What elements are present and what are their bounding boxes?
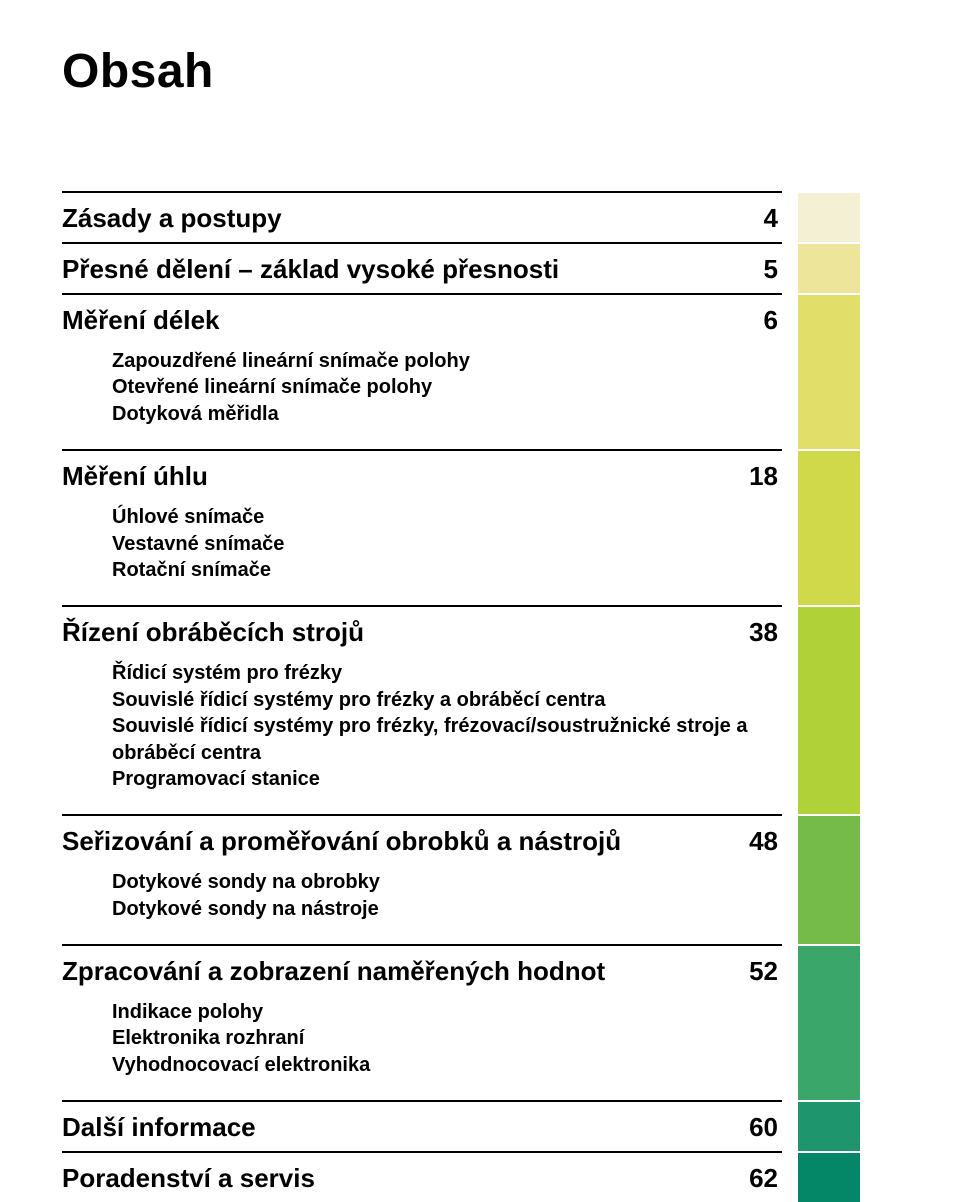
toc-section-page: 4 (764, 203, 778, 234)
color-chip (798, 946, 860, 1100)
table-of-contents: Zásady a postupy 4 Přesné dělení – zákla… (62, 191, 782, 1202)
page: Obsah Zásady a postupy 4 Přesné dělení –… (0, 0, 960, 1148)
color-chip (798, 244, 860, 293)
toc-section-head: Měření délek 6 (62, 295, 782, 344)
toc-section: Další informace 60 (62, 1100, 782, 1151)
color-chip (798, 1153, 860, 1202)
toc-sub-item: Úhlové snímače (112, 504, 782, 530)
toc-section-title: Zpracování a zobrazení naměřených hodnot (62, 956, 605, 987)
toc-section-title: Další informace (62, 1112, 256, 1143)
color-chip (798, 1102, 860, 1151)
toc-section: Poradenství a servis 62 (62, 1151, 782, 1202)
toc-section-page: 18 (749, 461, 778, 492)
toc-subs: Indikace polohy Elektronika rozhraní Vyh… (62, 995, 782, 1100)
toc-section-title: Poradenství a servis (62, 1163, 315, 1194)
toc-subs: Zapouzdřené lineární snímače polohy Otev… (62, 344, 782, 449)
toc-sub-item: Indikace polohy (112, 999, 782, 1025)
toc-section: Řízení obráběcích strojů 38 Řídicí systé… (62, 605, 782, 814)
toc-section-title: Měření délek (62, 305, 220, 336)
toc-section: Zpracování a zobrazení naměřených hodnot… (62, 944, 782, 1100)
toc-section-page: 6 (764, 305, 778, 336)
toc-sub-item: Dotykové sondy na obrobky (112, 869, 782, 895)
toc-section-page: 62 (749, 1163, 778, 1194)
toc-section-title: Řízení obráběcích strojů (62, 617, 364, 648)
toc-sub-item: Souvislé řídicí systémy pro frézky a obr… (112, 687, 782, 713)
toc-section-title: Zásady a postupy (62, 203, 282, 234)
toc-section-page: 48 (749, 826, 778, 857)
toc-subs: Dotykové sondy na obrobky Dotykové sondy… (62, 865, 782, 944)
toc-section-title: Přesné dělení – základ vysoké přesnosti (62, 254, 559, 285)
color-chip (798, 295, 860, 449)
color-chip (798, 816, 860, 944)
toc-section-page: 52 (749, 956, 778, 987)
toc-section: Měření úhlu 18 Úhlové snímače Vestavné s… (62, 449, 782, 605)
toc-section-page: 5 (764, 254, 778, 285)
color-chip (798, 451, 860, 605)
toc-section-head: Zpracování a zobrazení naměřených hodnot… (62, 946, 782, 995)
toc-section-head: Další informace 60 (62, 1102, 782, 1151)
color-chip (798, 193, 860, 242)
toc-section-head: Seřizování a proměřování obrobků a nástr… (62, 816, 782, 865)
toc-sub-item: Elektronika rozhraní (112, 1025, 782, 1051)
toc-section-head: Řízení obráběcích strojů 38 (62, 607, 782, 656)
color-chip (798, 607, 860, 814)
toc-section-page: 38 (749, 617, 778, 648)
toc-section: Měření délek 6 Zapouzdřené lineární sním… (62, 293, 782, 449)
toc-sub-item: Rotační snímače (112, 557, 782, 583)
toc-section: Seřizování a proměřování obrobků a nástr… (62, 814, 782, 944)
toc-sub-item: Řídicí systém pro frézky (112, 660, 782, 686)
toc-sub-item: Zapouzdřené lineární snímače polohy (112, 348, 782, 374)
toc-section-head: Poradenství a servis 62 (62, 1153, 782, 1202)
toc-section: Zásady a postupy 4 (62, 191, 782, 242)
toc-sub-item: Souvislé řídicí systémy pro frézky, fréz… (112, 713, 782, 766)
page-title: Obsah (62, 44, 960, 99)
toc-sub-item: Vestavné snímače (112, 531, 782, 557)
toc-section-title: Měření úhlu (62, 461, 208, 492)
toc-section-head: Přesné dělení – základ vysoké přesnosti … (62, 244, 782, 293)
toc-subs: Řídicí systém pro frézky Souvislé řídicí… (62, 656, 782, 814)
toc-sub-item: Dotykové sondy na nástroje (112, 896, 782, 922)
toc-section-title: Seřizování a proměřování obrobků a nástr… (62, 826, 621, 857)
toc-section: Přesné dělení – základ vysoké přesnosti … (62, 242, 782, 293)
toc-sub-item: Otevřené lineární snímače polohy (112, 374, 782, 400)
toc-section-page: 60 (749, 1112, 778, 1143)
toc-subs: Úhlové snímače Vestavné snímače Rotační … (62, 500, 782, 605)
toc-sub-item: Programovací stanice (112, 766, 782, 792)
toc-sub-item: Dotyková měřidla (112, 401, 782, 427)
toc-section-head: Zásady a postupy 4 (62, 193, 782, 242)
toc-sub-item: Vyhodnocovací elektronika (112, 1052, 782, 1078)
toc-section-head: Měření úhlu 18 (62, 451, 782, 500)
